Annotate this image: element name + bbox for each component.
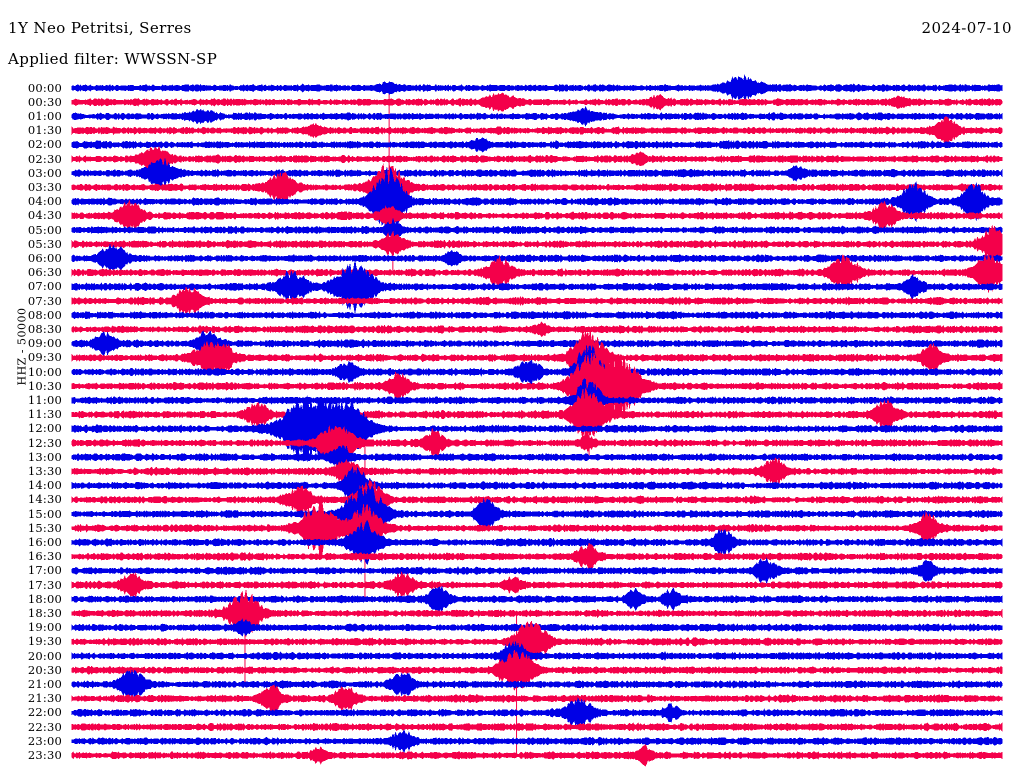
trace-row — [71, 378, 1003, 423]
time-row-label: 08:00 — [27, 307, 62, 322]
applied-filter-label: Applied filter: WWSSN-SP — [8, 50, 218, 68]
time-row-label: 18:00 — [27, 591, 62, 606]
trace-row — [71, 137, 1003, 153]
page-title: 1Y Neo Petritsi, Serres — [8, 19, 192, 37]
time-row-label: 12:30 — [27, 435, 62, 450]
time-row-label: 01:00 — [27, 108, 62, 123]
trace-row — [71, 466, 1003, 505]
time-row-label: 17:30 — [27, 577, 62, 592]
trace-row — [71, 243, 1003, 274]
time-row-label: 07:00 — [27, 279, 62, 294]
trace-row — [71, 697, 1003, 729]
time-row-label: 07:30 — [27, 293, 62, 308]
trace-row — [71, 590, 1003, 637]
trace-row — [71, 649, 1003, 691]
trace-row — [71, 484, 1003, 544]
trace-row — [71, 445, 1003, 470]
time-row-label: 12:00 — [27, 421, 62, 436]
trace-row — [71, 669, 1003, 699]
trace-row — [71, 387, 1003, 442]
date-label: 2024-07-10 — [921, 19, 1012, 37]
trace-row — [71, 585, 1003, 614]
time-row-label: 02:30 — [27, 151, 62, 166]
trace-row — [71, 199, 1003, 233]
time-row-label: 22:00 — [27, 705, 62, 720]
time-row-label: 11:30 — [27, 407, 62, 422]
trace-row — [71, 310, 1003, 320]
trace-row — [71, 218, 1003, 242]
trace-row — [71, 570, 1003, 600]
time-row-label: 06:30 — [27, 265, 62, 280]
trace-row — [71, 286, 1003, 316]
time-row-label: 20:30 — [27, 662, 62, 677]
time-row-label: 22:30 — [27, 719, 62, 734]
time-row-label: 16:00 — [27, 534, 62, 549]
trace-row — [71, 542, 1003, 571]
trace-row — [71, 729, 1003, 754]
time-row-label: 23:00 — [27, 733, 62, 748]
time-row-label: 23:30 — [27, 747, 62, 762]
time-row-label: 15:00 — [27, 506, 62, 521]
trace-row — [71, 321, 1003, 338]
time-row-label: 06:00 — [27, 250, 62, 265]
trace-row — [71, 425, 1003, 461]
trace-row — [71, 252, 1003, 293]
trace-row — [71, 345, 1003, 399]
trace-row — [71, 92, 1003, 112]
time-row-label: 18:30 — [27, 605, 62, 620]
time-row-label: 21:00 — [27, 676, 62, 691]
trace-row — [71, 260, 1003, 313]
time-row-label: 03:00 — [27, 165, 62, 180]
time-row-label: 13:00 — [27, 449, 62, 464]
trace-row — [71, 744, 1003, 767]
time-row-label: 08:30 — [27, 321, 62, 336]
time-row-label: 05:00 — [27, 222, 62, 237]
time-row-label: 10:30 — [27, 378, 62, 393]
trace-row — [71, 557, 1003, 584]
time-row-label: 19:30 — [27, 634, 62, 649]
time-row-label: 21:30 — [27, 691, 62, 706]
trace-row — [71, 519, 1003, 566]
trace-row — [71, 145, 1003, 173]
trace-row — [71, 116, 1003, 145]
time-row-label: 04:00 — [27, 194, 62, 209]
trace-row — [71, 352, 1003, 420]
time-row-label: 11:00 — [27, 392, 62, 407]
trace-row — [71, 106, 1003, 127]
time-axis-labels: 00:00 00:30 01:00 01:30 02:00 02:30 03:00 03:30… — [0, 80, 68, 780]
time-row-label: 00:30 — [27, 94, 62, 109]
time-row-label: 16:30 — [27, 549, 62, 564]
trace-row — [71, 394, 1003, 463]
time-row-label: 13:30 — [27, 463, 62, 478]
time-row-label: 00:00 — [27, 80, 62, 95]
time-row-label: 14:30 — [27, 492, 62, 507]
time-row-label: 01:30 — [27, 123, 62, 138]
trace-row — [71, 684, 1003, 713]
trace-row — [71, 167, 1003, 236]
time-row-label: 09:00 — [27, 336, 62, 351]
trace-row — [71, 499, 1003, 558]
trace-row — [71, 329, 1003, 387]
time-row-label: 10:00 — [27, 364, 62, 379]
trace-row — [71, 224, 1003, 264]
trace-row — [71, 641, 1003, 671]
time-row-label: 02:00 — [27, 137, 62, 152]
time-row-label: 03:30 — [27, 179, 62, 194]
trace-row — [71, 74, 1003, 102]
time-row-label: 20:00 — [27, 648, 62, 663]
time-row-label: 19:00 — [27, 620, 62, 635]
trace-row — [71, 330, 1003, 357]
trace-row — [71, 620, 1003, 663]
time-row-label: 17:00 — [27, 563, 62, 578]
trace-row — [71, 158, 1003, 189]
time-row-label: 15:30 — [27, 520, 62, 535]
time-row-label: 04:30 — [27, 208, 62, 223]
time-row-label: 05:30 — [27, 236, 62, 251]
time-row-label: 14:00 — [27, 478, 62, 493]
time-row-label: 09:30 — [27, 350, 62, 365]
trace-row — [71, 722, 1003, 732]
trace-row — [71, 457, 1003, 486]
